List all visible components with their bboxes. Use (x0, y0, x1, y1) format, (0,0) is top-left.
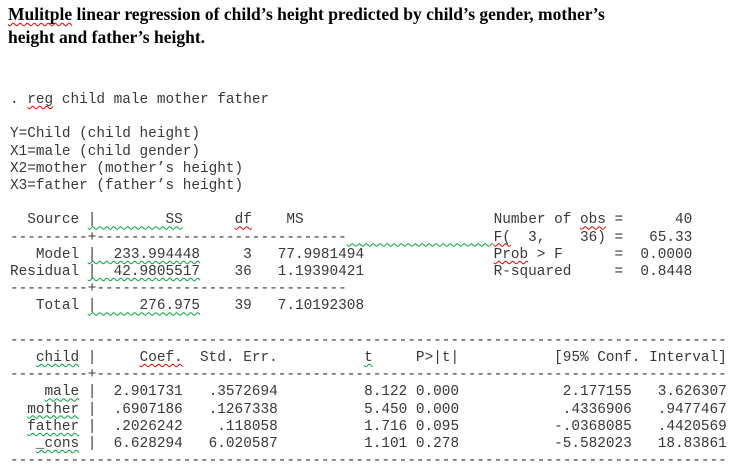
text-segment: Residual (10, 264, 88, 281)
output-line (10, 195, 727, 212)
misspelled-word: Prob (493, 246, 529, 263)
grammar-flagged-text (347, 230, 494, 246)
text-segment (10, 384, 45, 400)
text-segment: Model (10, 246, 88, 263)
output-line: Total | 276.975 39 7.10192308 (10, 298, 727, 315)
output-line: ---------+----------------------------- … (10, 230, 727, 247)
grammar-flagged-text: | 233.994448 (87, 246, 200, 263)
text-segment: height and father’s height. (8, 26, 206, 47)
text-segment: | .6907186 .1267338 5.450 0.000 .4336906… (79, 401, 727, 418)
text-segment: ---------+----------------------------- (10, 229, 347, 246)
output-line: . reg child male mother father (10, 92, 727, 109)
misspelled-word: df (234, 212, 252, 229)
title-line: Mulitple linear regression of child’s he… (8, 3, 605, 26)
output-line (10, 109, 727, 126)
text-segment: Std. Err. (182, 350, 365, 367)
grammar-flagged-text: _cons (35, 436, 80, 453)
misspelled-word: Coef. (139, 350, 183, 367)
text-segment: 36 1.19390421 (200, 264, 494, 281)
grammar-flagged-text: child (35, 350, 80, 367)
output-line: ---------+------------------------------… (10, 367, 727, 384)
stata-output: . reg child male mother father Y=Child (… (10, 92, 727, 470)
text-segment: | (79, 350, 140, 367)
text-segment: Total (10, 298, 88, 315)
text-segment: Y=Child (child height) (10, 126, 200, 143)
title-line: height and father’s height. (8, 26, 605, 49)
text-segment: ----------------------------------------… (10, 453, 727, 470)
output-line: ----------------------------------------… (10, 453, 727, 470)
text-segment: X3=father (father’s height) (10, 178, 244, 195)
text-segment: Source (10, 212, 88, 229)
grammar-flagged-text: father (27, 418, 80, 435)
text-segment: = 40 (605, 212, 693, 229)
text-segment: ----------------------------------------… (10, 332, 727, 349)
text-segment: child male mother father (53, 92, 270, 108)
text-segment: P>|t| [95% Conf. Interval] (372, 350, 727, 367)
text-segment: | 2.901731 .3572694 8.122 0.000 2.177155… (79, 384, 727, 401)
output-line (10, 316, 727, 333)
grammar-flagged-text: | 276.975 (87, 298, 200, 315)
output-line: Source | SS df MS Number of obs = 40 (10, 212, 727, 229)
output-line: male | 2.901731 .3572694 8.122 0.000 2.1… (10, 384, 727, 401)
text-segment: R-squared = 0.8448 (493, 264, 693, 281)
output-line: child | Coef. Std. Err. t P>|t| [95% Con… (10, 350, 727, 367)
grammar-flagged-text: male (44, 384, 80, 401)
text-segment (10, 402, 27, 418)
output-line: Model | 233.994448 3 77.9981494 Prob > F… (10, 247, 727, 264)
text-segment: linear regression of child’s height pred… (72, 4, 605, 24)
text-segment: ---------+------------------------------… (10, 367, 727, 384)
text-segment: X1=male (child gender) (10, 143, 200, 160)
text-segment (183, 212, 235, 228)
misspelled-word: reg (27, 92, 54, 108)
misspelled-word: obs (580, 212, 606, 229)
output-line: X2=mother (mother’s height) (10, 161, 727, 178)
output-line: father | .2026242 .118058 1.716 0.095 -.… (10, 419, 727, 436)
text-segment: > F = 0.0000 (528, 246, 693, 263)
output-line: ---------+----------------------------- (10, 281, 727, 298)
grammar-flagged-text: | SS (87, 212, 183, 229)
grammar-flagged-text: | 42.9805517 (87, 264, 200, 281)
text-segment: . (10, 92, 28, 108)
output-line: Y=Child (child height) (10, 126, 727, 143)
output-line: X3=father (father’s height) (10, 178, 727, 195)
text-segment: | .2026242 .118058 1.716 0.095 -.0368085… (79, 418, 727, 435)
misspelled-word: Mulitple (8, 4, 73, 24)
output-line: ----------------------------------------… (10, 333, 727, 350)
text-segment (10, 436, 36, 452)
page-title: Mulitple linear regression of child’s he… (8, 3, 605, 48)
text-segment: 3, 36) = 65.33 (510, 229, 693, 246)
text-segment: ---------+----------------------------- (10, 281, 347, 298)
grammar-flagged-text: t (364, 350, 373, 367)
text-segment: X2=mother (mother’s height) (10, 160, 244, 177)
text-segment (10, 350, 36, 366)
grammar-flagged-text: mother (27, 401, 80, 418)
text-segment: 3 77.9981494 (200, 246, 494, 263)
output-line: _cons | 6.628294 6.020587 1.101 0.278 -5… (10, 436, 727, 453)
text-segment (10, 419, 27, 435)
text-segment: 39 7.10192308 (200, 298, 365, 315)
misspelled-word: F( (493, 229, 511, 246)
output-line: mother | .6907186 .1267338 5.450 0.000 .… (10, 402, 727, 419)
text-segment: MS Number of (251, 212, 581, 229)
text-segment: | 6.628294 6.020587 1.101 0.278 -5.58202… (79, 436, 727, 453)
output-line: Residual | 42.9805517 36 1.19390421 R-sq… (10, 264, 727, 281)
output-line: X1=male (child gender) (10, 144, 727, 161)
